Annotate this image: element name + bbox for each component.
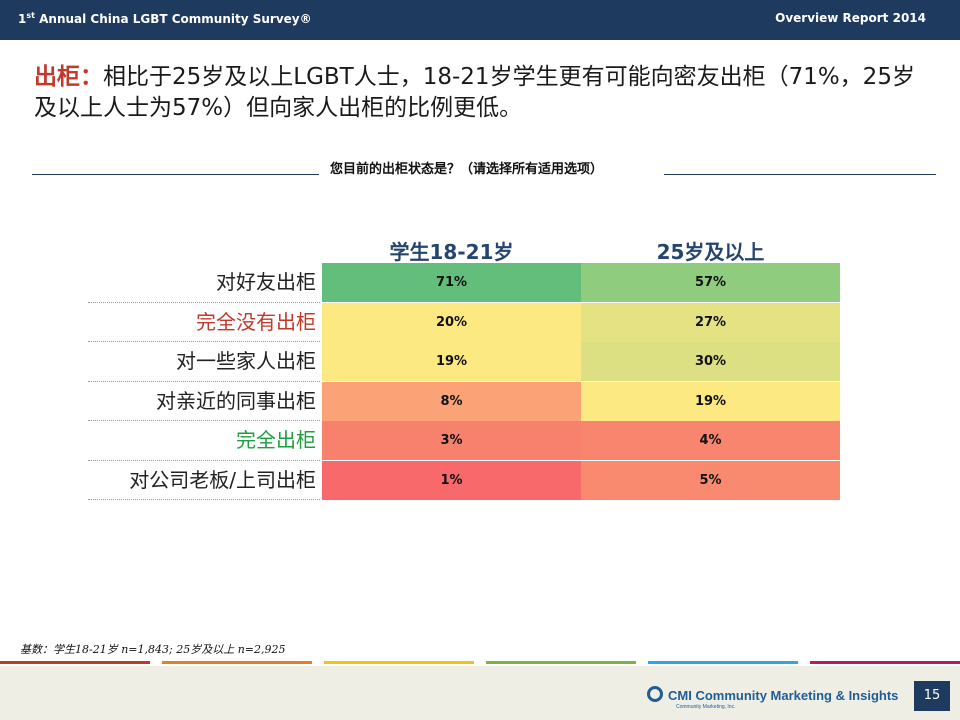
company-subtitle: Community Marketing, Inc. [676,704,736,710]
slide-headline: 出柜：相比于25岁及以上LGBT人士，18-21岁学生更有可能向密友出柜（71%… [34,62,934,124]
row-separator [88,301,320,303]
footer-stripe [0,661,150,664]
base-note: 基数：学生18-21岁 n=1,843; 25岁及以上 n=2,925 [20,643,286,656]
page-number: 15 [914,681,950,711]
value-cell: 19% [322,342,581,381]
row-separator [88,380,320,382]
value-cell: 3% [322,421,581,460]
value-cell: 1% [322,460,581,500]
row-separator [88,459,320,461]
survey-title-text: Annual China LGBT Community Survey® [34,12,312,26]
footer-stripe [486,661,636,664]
company-name: CMI Community Marketing & Insights [668,688,899,703]
value-cell: 20% [322,302,581,342]
value-cell: 4% [581,421,840,460]
question-rule-right [664,174,936,175]
survey-ordinal: 1 [18,12,27,26]
value-cell: 30% [581,342,840,381]
row-label: 完全没有出柜 [196,309,316,334]
row-label: 对公司老板/上司出柜 [129,467,316,492]
top-bar: 1st Annual China LGBT Community Survey® … [0,0,960,40]
row-separator [88,420,320,421]
row-label: 完全出柜 [236,428,316,452]
value-cell: 27% [581,302,840,342]
question-rule-left [32,174,319,175]
column-header-2: 25岁及以上 [656,240,765,264]
survey-title: 1st Annual China LGBT Community Survey® [18,11,312,26]
value-cell: 19% [581,381,840,421]
report-title: Overview Report 2014 [775,11,926,25]
row-label: 对亲近的同事出柜 [156,388,316,413]
footer-stripe [810,661,960,664]
footer-stripe [324,661,474,664]
headline-keyword: 出柜： [34,64,103,90]
row-separator [88,499,320,500]
value-cell: 71% [322,263,581,302]
value-cell: 5% [581,460,840,500]
headline-text: 相比于25岁及以上LGBT人士，18-21岁学生更有可能向密友出柜（71%，25… [34,64,915,121]
survey-question: 您目前的出柜状态是？（请选择所有适用选项） [330,162,604,177]
cmi-logo-icon [647,686,663,702]
footer [0,666,960,720]
footer-stripe [648,661,798,664]
column-header-1: 学生18-21岁 [389,240,514,264]
survey-ordinal-sup: st [26,11,35,20]
value-cell: 8% [322,381,581,421]
value-cell: 57% [581,263,840,302]
row-label: 对一些家人出柜 [176,349,316,373]
footer-stripe [162,661,312,664]
row-separator [88,341,320,342]
row-label: 对好友出柜 [216,270,316,294]
